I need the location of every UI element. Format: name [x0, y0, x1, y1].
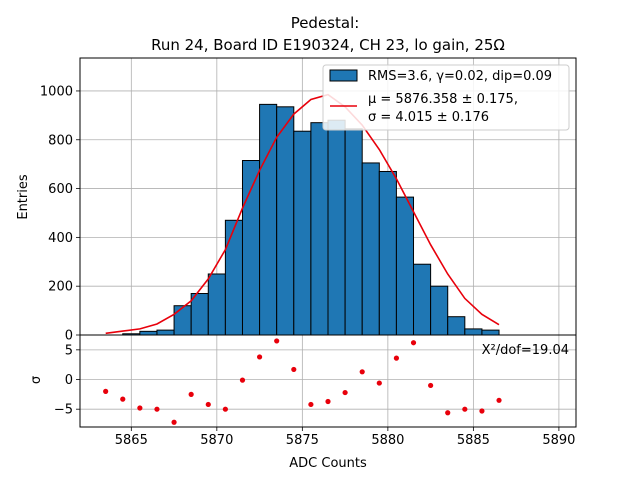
residual-point [239, 377, 246, 383]
legend-fit-mu-label: μ = 5876.358 ± 0.175, [368, 92, 518, 107]
residual-point [308, 401, 314, 408]
residual-point [171, 419, 177, 425]
fit-curve [105, 93, 500, 335]
residual-point [205, 401, 211, 408]
x-tick-label: 5880 [371, 433, 404, 448]
residual-point [393, 355, 400, 361]
x-tick-label: 5875 [286, 433, 319, 448]
residual-point [188, 391, 194, 397]
residual-point [222, 406, 228, 412]
histogram-bar [293, 130, 312, 336]
residual-point [410, 340, 417, 346]
histogram-bar [481, 329, 500, 336]
x-tick-label: 5865 [115, 433, 148, 448]
histogram-bar [207, 273, 226, 336]
residual-point [376, 380, 382, 386]
x-tick-label: 5890 [542, 433, 575, 448]
top-y-tick-label: 200 [48, 280, 73, 295]
legend: RMS=3.6, γ=0.02, dip=0.09 μ = 5876.358 ±… [322, 64, 570, 131]
top-y-tick-label: 0 [65, 329, 73, 344]
histogram-bar [276, 106, 295, 336]
legend-frame [322, 64, 570, 131]
histogram-bar [310, 122, 329, 336]
residual-point [359, 369, 365, 375]
residual-point [274, 338, 280, 344]
residual-point [291, 366, 297, 373]
histogram-bar [224, 219, 243, 336]
residual-point [325, 398, 331, 405]
chart-title-line2: Run 24, Board ID E190324, CH 23, lo gain… [151, 36, 505, 54]
residual-point [496, 397, 502, 403]
top-y-tick-label: 1000 [40, 84, 73, 99]
legend-histogram-swatch [329, 69, 358, 82]
bottom-y-tick-label: −5 [54, 403, 73, 418]
chi2-annotation: X²/dof=19.04 [482, 343, 569, 358]
bottom-y-ticks: 5 0 −5 [54, 343, 80, 418]
histogram-bar [259, 103, 278, 336]
top-y-ticks: 0 200 400 600 800 1000 [40, 84, 80, 344]
histogram-bar [156, 329, 175, 336]
top-y-tick-label: 800 [48, 133, 73, 148]
histogram-bar [395, 196, 415, 336]
bottom-y-axis-label: σ [29, 376, 44, 384]
bottom-grid [80, 335, 576, 427]
residual-point [256, 354, 263, 360]
histogram-bar [447, 316, 466, 336]
residual-points [103, 338, 502, 425]
residual-point [137, 405, 143, 411]
histogram-bar [173, 305, 192, 336]
legend-histogram-label: RMS=3.6, γ=0.02, dip=0.09 [368, 69, 552, 84]
histogram-bar [344, 128, 363, 336]
histogram-bar [464, 328, 483, 336]
residual-point [154, 406, 160, 412]
histogram-bar [241, 160, 261, 336]
top-y-axis-label: Entries [16, 174, 31, 220]
histogram-bar [327, 119, 346, 336]
residual-point [445, 410, 451, 416]
residual-point [103, 388, 109, 394]
histogram-bar [139, 330, 158, 336]
histogram-bar [430, 285, 449, 336]
histogram-bar [190, 293, 209, 336]
residual-point [120, 396, 126, 402]
residual-point [479, 408, 485, 414]
bottom-y-tick-label: 0 [65, 373, 73, 388]
legend-fit-sigma-label: σ = 4.015 ± 0.176 [368, 110, 489, 125]
chart-title-line1: Pedestal: [291, 14, 360, 32]
x-tick-label: 5885 [457, 433, 490, 448]
x-axis-label: ADC Counts [289, 456, 367, 471]
top-y-tick-label: 400 [48, 231, 73, 246]
bottom-y-tick-label: 5 [65, 343, 73, 358]
bottom-plot-frame [79, 334, 577, 428]
histogram-bar [378, 170, 397, 336]
residual-point [428, 382, 434, 389]
residual-point [342, 389, 348, 396]
x-tick-label: 5870 [200, 433, 233, 448]
top-y-tick-label: 600 [48, 182, 73, 197]
histogram-bars [122, 103, 500, 336]
fit-curve-group [105, 93, 500, 335]
histogram-bar [361, 162, 380, 336]
histogram-bar [413, 263, 432, 336]
residual-point [462, 406, 468, 412]
bottom-x-ticks: 5865 5870 5875 5880 5885 5890 [115, 427, 575, 448]
